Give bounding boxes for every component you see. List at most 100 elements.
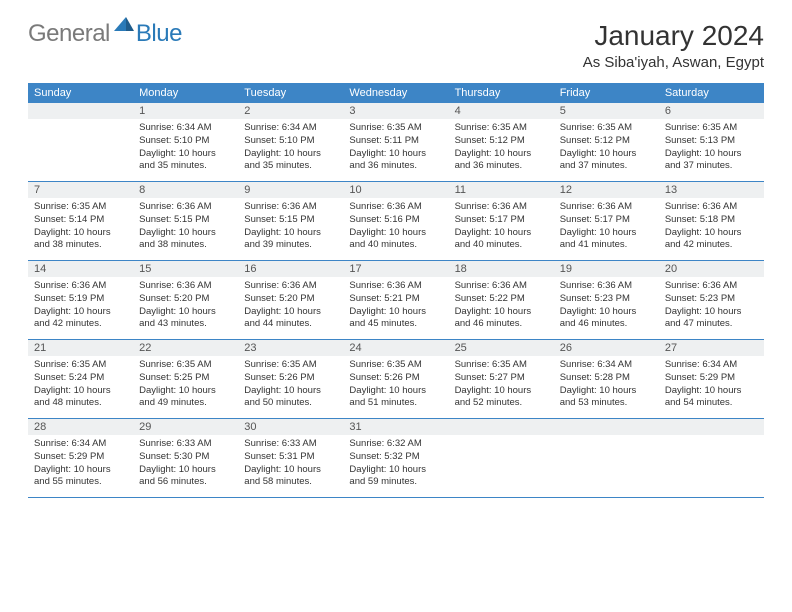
sunrise-text: Sunrise: 6:33 AM xyxy=(139,438,232,451)
sunrise-text: Sunrise: 6:35 AM xyxy=(244,359,337,372)
calendar-cell: 30Sunrise: 6:33 AMSunset: 5:31 PMDayligh… xyxy=(238,419,343,497)
sunset-text: Sunset: 5:15 PM xyxy=(139,214,232,227)
daylight-text: Daylight: 10 hours and 40 minutes. xyxy=(349,227,442,253)
sunrise-text: Sunrise: 6:34 AM xyxy=(139,122,232,135)
day-number: 14 xyxy=(28,261,133,277)
daylight-text: Daylight: 10 hours and 36 minutes. xyxy=(349,148,442,174)
logo-word-1: General xyxy=(28,20,110,48)
day-body: Sunrise: 6:35 AMSunset: 5:12 PMDaylight:… xyxy=(554,119,659,177)
calendar-cell: 11Sunrise: 6:36 AMSunset: 5:17 PMDayligh… xyxy=(449,182,554,260)
day-header: Sunday xyxy=(28,83,133,103)
day-number: 28 xyxy=(28,419,133,435)
day-body: Sunrise: 6:36 AMSunset: 5:22 PMDaylight:… xyxy=(449,277,554,335)
day-number xyxy=(659,419,764,435)
day-number xyxy=(449,419,554,435)
sunrise-text: Sunrise: 6:35 AM xyxy=(349,359,442,372)
day-body: Sunrise: 6:36 AMSunset: 5:20 PMDaylight:… xyxy=(238,277,343,335)
calendar-cell: 23Sunrise: 6:35 AMSunset: 5:26 PMDayligh… xyxy=(238,340,343,418)
day-header: Tuesday xyxy=(238,83,343,103)
sunset-text: Sunset: 5:26 PM xyxy=(349,372,442,385)
sunrise-text: Sunrise: 6:36 AM xyxy=(560,201,653,214)
sunset-text: Sunset: 5:25 PM xyxy=(139,372,232,385)
day-number: 17 xyxy=(343,261,448,277)
daylight-text: Daylight: 10 hours and 59 minutes. xyxy=(349,464,442,490)
daylight-text: Daylight: 10 hours and 56 minutes. xyxy=(139,464,232,490)
day-number: 24 xyxy=(343,340,448,356)
calendar-cell: 24 Sunrise: 6:35 AMSunset: 5:26 PMDayligh… xyxy=(343,340,448,418)
daylight-text: Daylight: 10 hours and 40 minutes. xyxy=(455,227,548,253)
sunset-text: Sunset: 5:29 PM xyxy=(665,372,758,385)
day-header: Wednesday xyxy=(343,83,448,103)
day-body: Sunrise: 6:36 AMSunset: 5:15 PMDaylight:… xyxy=(133,198,238,256)
day-body: Sunrise: 6:34 AMSunset: 5:10 PMDaylight:… xyxy=(238,119,343,177)
calendar-cell: 20Sunrise: 6:36 AMSunset: 5:23 PMDayligh… xyxy=(659,261,764,339)
sunrise-text: Sunrise: 6:36 AM xyxy=(139,201,232,214)
sunset-text: Sunset: 5:23 PM xyxy=(560,293,653,306)
sunrise-text: Sunrise: 6:36 AM xyxy=(349,201,442,214)
day-body: Sunrise: 6:35 AMSunset: 5:27 PMDaylight:… xyxy=(449,356,554,414)
sunrise-text: Sunrise: 6:36 AM xyxy=(665,280,758,293)
day-body: Sunrise: 6:34 AMSunset: 5:29 PMDaylight:… xyxy=(28,435,133,493)
calendar-cell: 19Sunrise: 6:36 AMSunset: 5:23 PMDayligh… xyxy=(554,261,659,339)
daylight-text: Daylight: 10 hours and 38 minutes. xyxy=(34,227,127,253)
calendar-cell: 26Sunrise: 6:34 AMSunset: 5:28 PMDayligh… xyxy=(554,340,659,418)
day-number: 18 xyxy=(449,261,554,277)
daylight-text: Daylight: 10 hours and 53 minutes. xyxy=(560,385,653,411)
day-body: Sunrise: 6:35 AMSunset: 5:11 PMDaylight:… xyxy=(343,119,448,177)
sunrise-text: Sunrise: 6:35 AM xyxy=(34,201,127,214)
day-number xyxy=(28,103,133,119)
daylight-text: Daylight: 10 hours and 37 minutes. xyxy=(560,148,653,174)
day-body: Sunrise: 6:36 AMSunset: 5:21 PMDaylight:… xyxy=(343,277,448,335)
day-body: Sunrise: 6:35 AMSunset: 5:12 PMDaylight:… xyxy=(449,119,554,177)
sunset-text: Sunset: 5:27 PM xyxy=(455,372,548,385)
sunrise-text: Sunrise: 6:35 AM xyxy=(455,122,548,135)
sunrise-text: Sunrise: 6:34 AM xyxy=(244,122,337,135)
day-number: 5 xyxy=(554,103,659,119)
calendar-cell: 3Sunrise: 6:35 AMSunset: 5:11 PMDaylight… xyxy=(343,103,448,181)
calendar-cell xyxy=(554,419,659,497)
calendar-row: 28Sunrise: 6:34 AMSunset: 5:29 PMDayligh… xyxy=(28,419,764,498)
sunset-text: Sunset: 5:10 PM xyxy=(139,135,232,148)
daylight-text: Daylight: 10 hours and 46 minutes. xyxy=(455,306,548,332)
sunrise-text: Sunrise: 6:36 AM xyxy=(665,201,758,214)
sunrise-text: Sunrise: 6:35 AM xyxy=(34,359,127,372)
day-body: Sunrise: 6:36 AMSunset: 5:23 PMDaylight:… xyxy=(554,277,659,335)
calendar-cell: 22Sunrise: 6:35 AMSunset: 5:25 PMDayligh… xyxy=(133,340,238,418)
day-body: Sunrise: 6:33 AMSunset: 5:30 PMDaylight:… xyxy=(133,435,238,493)
day-body: Sunrise: 6:36 AMSunset: 5:16 PMDaylight:… xyxy=(343,198,448,256)
day-number: 6 xyxy=(659,103,764,119)
calendar-cell: 8Sunrise: 6:36 AMSunset: 5:15 PMDaylight… xyxy=(133,182,238,260)
calendar-cell: 21Sunrise: 6:35 AMSunset: 5:24 PMDayligh… xyxy=(28,340,133,418)
daylight-text: Daylight: 10 hours and 58 minutes. xyxy=(244,464,337,490)
sunrise-text: Sunrise: 6:36 AM xyxy=(455,201,548,214)
sunset-text: Sunset: 5:17 PM xyxy=(455,214,548,227)
sunset-text: Sunset: 5:26 PM xyxy=(244,372,337,385)
day-number: 31 xyxy=(343,419,448,435)
sunset-text: Sunset: 5:11 PM xyxy=(349,135,442,148)
calendar-cell xyxy=(449,419,554,497)
logo-triangle-icon xyxy=(114,17,134,36)
day-number: 9 xyxy=(238,182,343,198)
daylight-text: Daylight: 10 hours and 51 minutes. xyxy=(349,385,442,411)
sunset-text: Sunset: 5:32 PM xyxy=(349,451,442,464)
day-header: Monday xyxy=(133,83,238,103)
logo: General Blue xyxy=(28,20,182,48)
day-number: 26 xyxy=(554,340,659,356)
day-body: Sunrise: 6:34 AMSunset: 5:28 PMDaylight:… xyxy=(554,356,659,414)
calendar-cell: 9Sunrise: 6:36 AMSunset: 5:15 PMDaylight… xyxy=(238,182,343,260)
day-number xyxy=(554,419,659,435)
daylight-text: Daylight: 10 hours and 50 minutes. xyxy=(244,385,337,411)
page-header: General Blue January 2024 As Siba'iyah, … xyxy=(0,0,792,77)
sunrise-text: Sunrise: 6:35 AM xyxy=(560,122,653,135)
calendar-cell: 5Sunrise: 6:35 AMSunset: 5:12 PMDaylight… xyxy=(554,103,659,181)
sunrise-text: Sunrise: 6:36 AM xyxy=(34,280,127,293)
day-number: 3 xyxy=(343,103,448,119)
title-block: January 2024 As Siba'iyah, Aswan, Egypt xyxy=(583,20,764,71)
calendar-cell: 27Sunrise: 6:34 AMSunset: 5:29 PMDayligh… xyxy=(659,340,764,418)
sunrise-text: Sunrise: 6:35 AM xyxy=(139,359,232,372)
sunset-text: Sunset: 5:21 PM xyxy=(349,293,442,306)
day-body: Sunrise: 6:35 AMSunset: 5:14 PMDaylight:… xyxy=(28,198,133,256)
day-body: Sunrise: 6:36 AMSunset: 5:15 PMDaylight:… xyxy=(238,198,343,256)
calendar-cell: 18Sunrise: 6:36 AMSunset: 5:22 PMDayligh… xyxy=(449,261,554,339)
day-number: 29 xyxy=(133,419,238,435)
